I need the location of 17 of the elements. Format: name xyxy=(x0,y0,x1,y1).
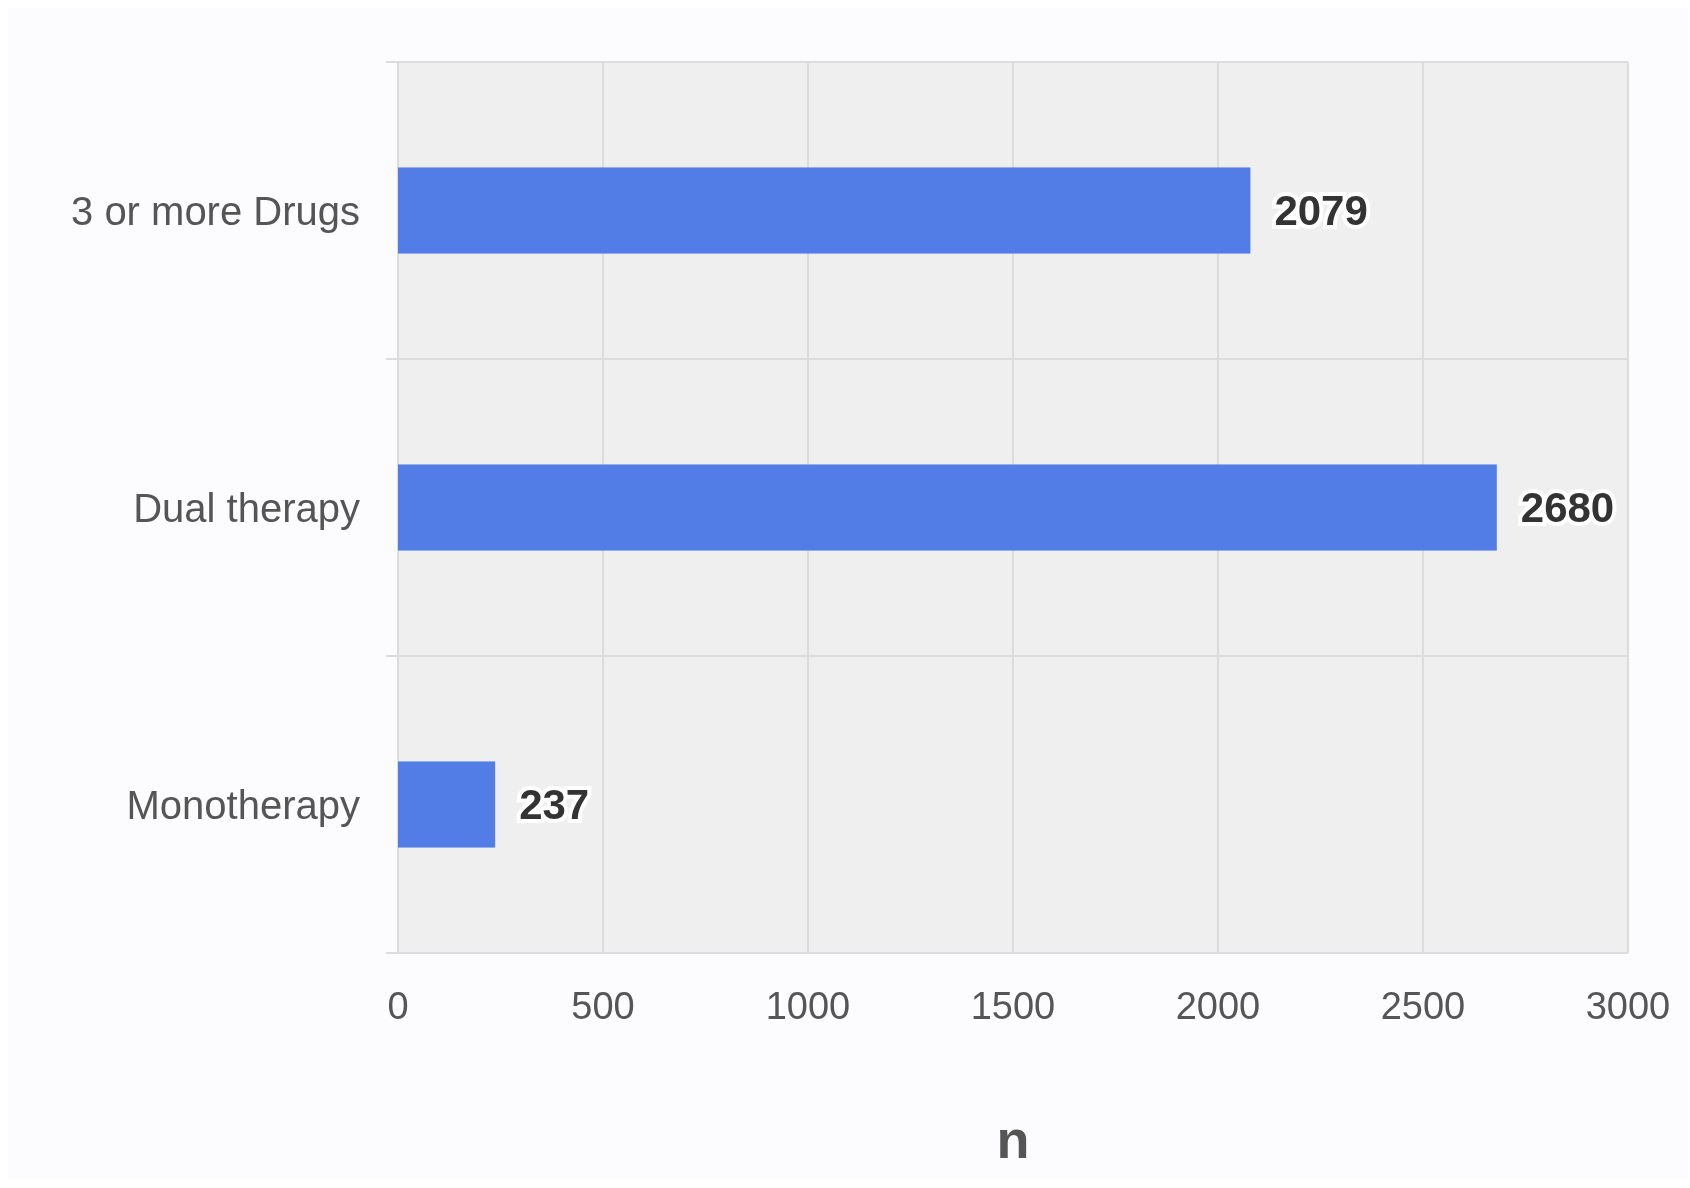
data-label: 2680 xyxy=(1520,484,1615,532)
x-tick-label: 500 xyxy=(571,985,635,1027)
x-tick-label: 1000 xyxy=(765,985,851,1027)
data-label: 237 xyxy=(519,781,590,829)
bar xyxy=(398,167,1251,254)
y-tick-label: 3 or more Drugs xyxy=(71,188,360,233)
data-label: 2079 xyxy=(1274,187,1368,235)
x-tick-label: 2000 xyxy=(1175,985,1261,1027)
x-tick-label: 0 xyxy=(387,985,409,1027)
y-tick-label: Monotherapy xyxy=(126,782,360,827)
y-tick-label: Dual therapy xyxy=(133,485,360,530)
x-axis-title: n xyxy=(996,1109,1030,1169)
x-tick-label: 1500 xyxy=(970,985,1056,1027)
x-tick-label: 2500 xyxy=(1380,985,1466,1027)
bar xyxy=(398,761,496,848)
bar xyxy=(398,464,1497,551)
x-tick-label: 3000 xyxy=(1585,985,1671,1027)
